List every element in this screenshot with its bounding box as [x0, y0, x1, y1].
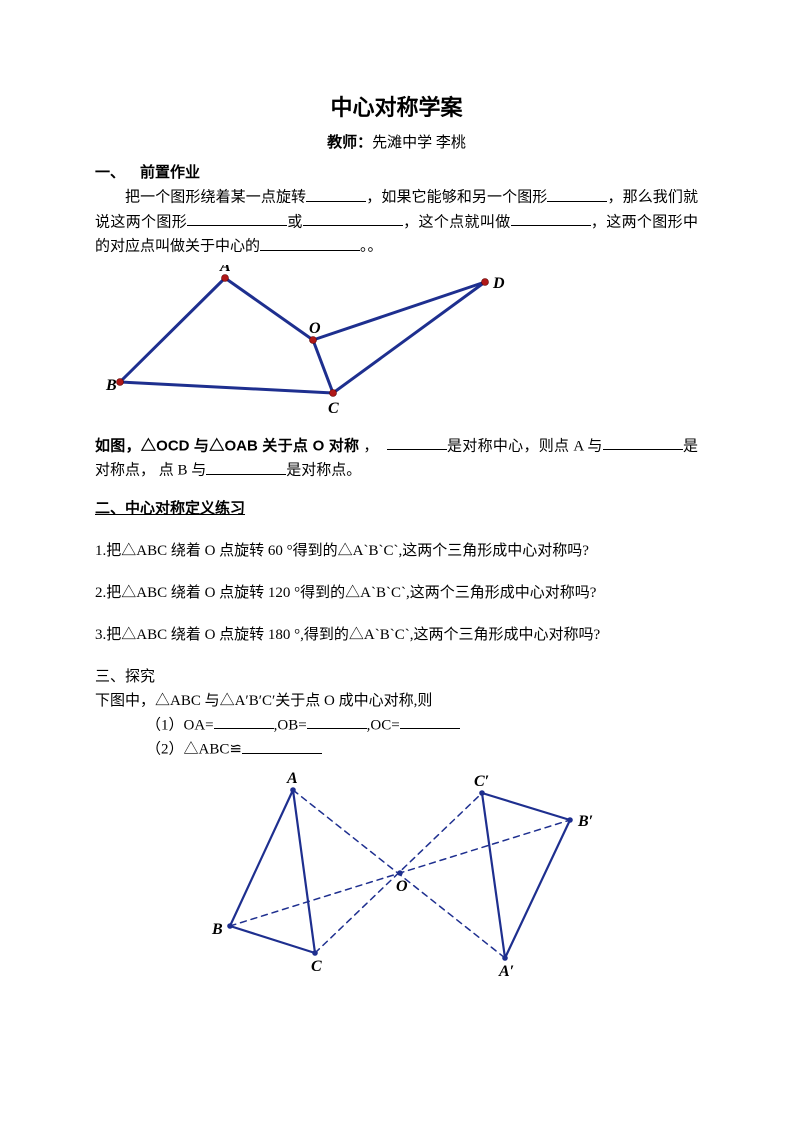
svg-text:A′: A′ [498, 963, 514, 980]
blank[interactable] [511, 210, 591, 227]
teacher-value: 先滩中学 李桃 [372, 135, 466, 151]
s3-l1a: （1）OA= [146, 717, 214, 733]
section-1-body: 把一个图形绕着某一点旋转，如果它能够和另一个图形，那么我们就说这两个图形或，这个… [95, 185, 698, 259]
svg-text:C′: C′ [474, 773, 489, 790]
blank[interactable] [387, 434, 447, 451]
blank[interactable] [206, 458, 286, 475]
svg-text:O: O [396, 878, 408, 895]
fig1-qa: 如图，△OCD 与△OAB 关于点 O 对称 [95, 437, 359, 454]
blank[interactable] [307, 713, 367, 730]
svg-text:B: B [105, 377, 117, 394]
section-1: 一、 前置作业 [95, 161, 698, 185]
s3-l1b: ,OB= [274, 717, 307, 733]
p1e: ，这个点就叫做 [403, 214, 511, 230]
blank[interactable] [242, 737, 322, 754]
blank[interactable] [603, 434, 683, 451]
fig1-qe: 是对称点。 [286, 463, 361, 479]
svg-text:A: A [286, 770, 298, 787]
s2-q3: 3.把△ABC 绕着 O 点旋转 180 °,得到的△A`B`C`,这两个三角形… [95, 623, 698, 647]
p1d: 或 [287, 214, 303, 230]
section-3-sub2: （2）△ABC≌ [95, 737, 698, 762]
teacher-label: 教师： [327, 134, 372, 151]
figure-1-svg: A B O C D [105, 265, 535, 420]
s3-l1c: ,OC= [367, 717, 400, 733]
svg-text:B′: B′ [577, 813, 593, 830]
blank[interactable] [547, 185, 607, 202]
section-1-head: 前置作业 [140, 164, 200, 181]
p1a: 把一个图形绕着某一点旋转 [125, 190, 306, 206]
fig1-question: 如图，△OCD 与△OAB 关于点 O 对称 ， 是对称中心，则点 A 与是对称… [95, 434, 698, 483]
blank[interactable] [260, 234, 360, 251]
svg-text:D: D [492, 275, 505, 292]
section-3-line1: 下图中，△ABC 与△A′B′C′关于点 O 成中心对称,则 [95, 689, 698, 713]
section-2-head: 二、中心对称定义练习 [95, 500, 245, 517]
blank[interactable] [303, 210, 403, 227]
teacher-line: 教师：先滩中学 李桃 [95, 131, 698, 155]
svg-text:C: C [328, 400, 339, 417]
figure-1: A B O C D [105, 265, 698, 428]
section-2: 二、中心对称定义练习 [95, 497, 698, 521]
svg-text:C: C [311, 958, 322, 975]
blank[interactable] [214, 713, 274, 730]
p1g: 。。 [360, 239, 383, 255]
page-title: 中心对称学案 [95, 90, 698, 125]
section-1-num: 一、 [95, 164, 125, 181]
section-3-head: 三、探究 [95, 665, 698, 689]
svg-text:A: A [219, 265, 231, 275]
blank[interactable] [306, 185, 366, 202]
s2-q2: 2.把△ABC 绕着 O 点旋转 120 °得到的△A`B`C`,这两个三角形成… [95, 581, 698, 605]
fig1-qb: ， [363, 438, 378, 454]
blank[interactable] [400, 713, 460, 730]
p1b: ，如果它能够和另一个图形 [366, 190, 547, 206]
svg-text:O: O [309, 320, 321, 337]
blank[interactable] [187, 210, 287, 227]
s3-l2a: （2）△ABC≌ [146, 742, 242, 758]
section-3-sub1: （1）OA= ,OB= ,OC= [95, 713, 698, 738]
s2-q1: 1.把△ABC 绕着 O 点旋转 60 °得到的△A`B`C`,这两个三角形成中… [95, 539, 698, 563]
figure-2: A B C A′ B′ C′ O [165, 768, 698, 991]
figure-2-svg: A B C A′ B′ C′ O [165, 768, 635, 983]
fig1-qc: 是对称中心，则点 A 与 [447, 438, 603, 454]
svg-text:B: B [211, 921, 223, 938]
